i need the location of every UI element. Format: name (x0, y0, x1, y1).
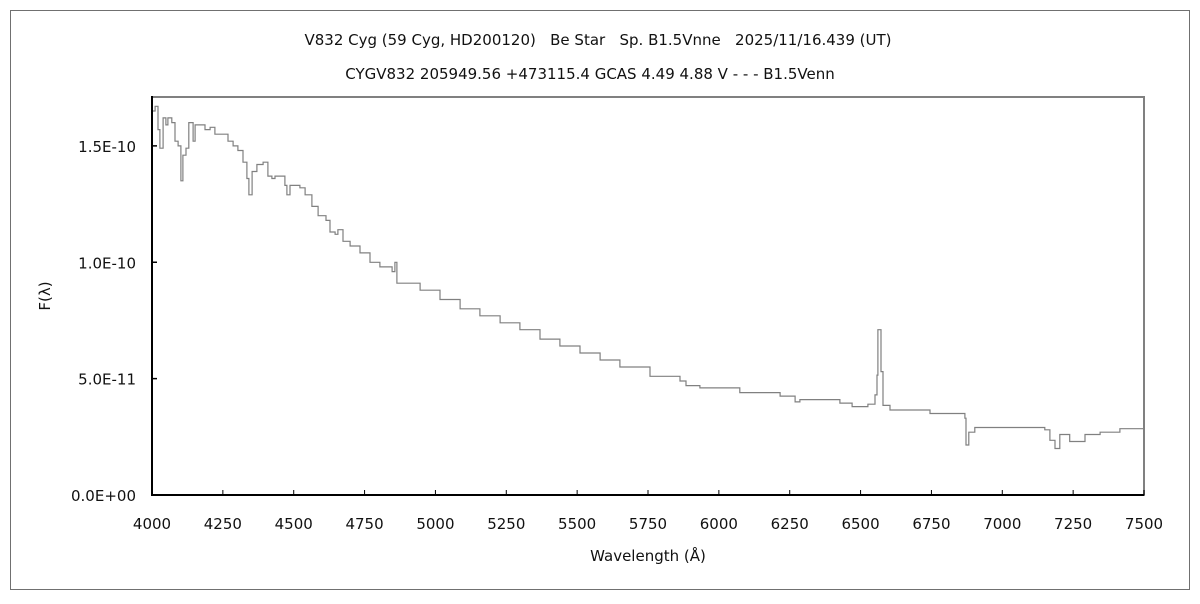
x-axis-label: Wavelength (Å) (590, 546, 706, 565)
y-tick-label: 1.5E-10 (78, 138, 136, 156)
x-tick-label: 6500 (841, 515, 879, 533)
x-tick-label: 6750 (912, 515, 950, 533)
y-tick-label: 1.0E-10 (78, 254, 136, 272)
x-tick-label: 7000 (983, 515, 1021, 533)
plot-frame (151, 96, 1145, 496)
y-tick-label: 0.0E+00 (71, 487, 136, 505)
outer-frame (10, 10, 1190, 590)
x-tick-label: 5750 (629, 515, 667, 533)
x-tick-label: 4750 (345, 515, 383, 533)
x-tick-label: 5000 (416, 515, 454, 533)
x-tick-label: 6000 (700, 515, 738, 533)
x-tick-label: 6250 (771, 515, 809, 533)
y-tick-label: 5.0E-11 (78, 371, 136, 389)
x-tick-label: 4000 (133, 515, 171, 533)
spectrum-line (152, 105, 1144, 450)
chart-title: V832 Cyg (59 Cyg, HD200120) Be Star Sp. … (304, 31, 891, 49)
y-axis-label: F(λ) (36, 281, 54, 310)
x-tick-label: 7250 (1054, 515, 1092, 533)
x-tick-label: 4500 (275, 515, 313, 533)
chart-subtitle: CYGV832 205949.56 +473115.4 GCAS 4.49 4.… (345, 65, 835, 83)
x-tick-label: 5500 (558, 515, 596, 533)
x-tick-label: 7500 (1125, 515, 1163, 533)
x-tick-label: 5250 (487, 515, 525, 533)
x-tick-label: 4250 (204, 515, 242, 533)
